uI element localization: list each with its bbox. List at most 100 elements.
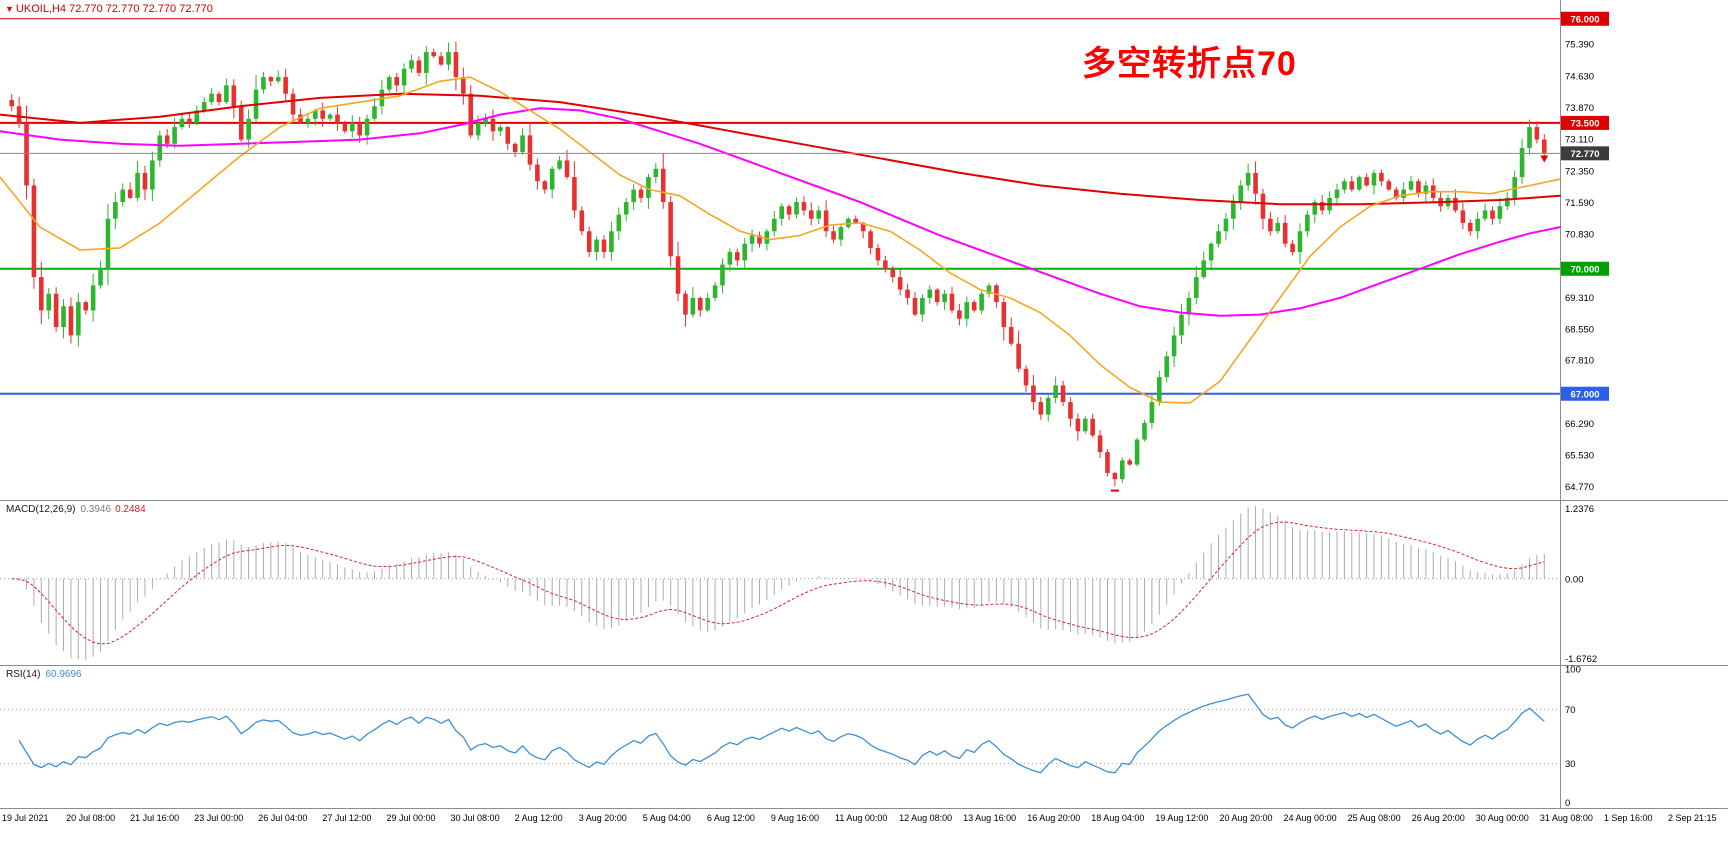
time-label: 26 Jul 04:00: [258, 813, 307, 823]
candle-body: [31, 185, 37, 278]
sell-arrow-marker-icon[interactable]: [1540, 155, 1549, 163]
candle-body: [1105, 452, 1110, 473]
candle-body: [1356, 177, 1362, 190]
candle-body: [683, 293, 688, 315]
candle-body: [957, 310, 962, 319]
candle-body: [1142, 422, 1147, 440]
time-label: 30 Aug 00:00: [1476, 813, 1529, 823]
candle-body: [1157, 377, 1162, 403]
price-tick-label: 64.770: [1565, 482, 1594, 493]
symbol-ohlc-text: UKOIL,H4 72.770 72.770 72.770 72.770: [15, 3, 213, 15]
candle-body: [172, 127, 177, 144]
time-label: 2 Sep 21:15: [1668, 813, 1717, 823]
price-scale[interactable]: 75.390 74.630 73.870 73.110 72.350 71.590 70.8…: [1561, 11, 1609, 493]
time-axis[interactable]: 19 Jul 2021 20 Jul 08:00 21 Jul 16:00 23 Ju…: [2, 813, 1717, 823]
candle-body: [120, 189, 126, 203]
candle-body: [823, 210, 829, 232]
candle-body: [135, 172, 140, 198]
price-tick-label: 74.630: [1565, 71, 1594, 82]
candle-body: [194, 110, 200, 123]
time-label: 21 Jul 16:00: [130, 813, 179, 823]
price-tick-label: 72.350: [1565, 166, 1594, 177]
price-badge: [1561, 11, 1609, 26]
candle-body: [742, 243, 747, 261]
candle-body: [527, 135, 533, 165]
candle-body: [209, 93, 214, 103]
symbol-info: ▼ UKOIL,H4 72.770 72.770 72.770 72.770: [5, 3, 213, 15]
candle-body: [1023, 368, 1029, 386]
candle-body: [387, 77, 392, 90]
price-badge-label: 72.770: [1570, 149, 1599, 160]
time-label: 30 Jul 08:00: [451, 813, 500, 823]
candle-body: [1016, 343, 1021, 369]
rsi-value: 60.9696: [45, 669, 82, 680]
candle-body: [68, 306, 74, 336]
candle-body: [461, 77, 466, 94]
candle-body: [446, 52, 451, 65]
price-tick-label: 67.810: [1565, 356, 1594, 367]
candle-body: [1008, 327, 1014, 344]
candle-body: [1504, 197, 1510, 207]
candle-body: [1031, 385, 1036, 403]
candle-body: [431, 52, 437, 57]
candle-body: [668, 202, 673, 257]
candle-body: [490, 118, 496, 132]
time-label: 25 Aug 08:00: [1348, 813, 1401, 823]
candle-body: [364, 118, 370, 136]
price-tick-label: 69.310: [1565, 293, 1594, 304]
time-label: 27 Jul 12:00: [322, 813, 371, 823]
candle-body: [1164, 356, 1169, 378]
candle-body: [660, 168, 666, 203]
rsi-scale-label: 70: [1565, 705, 1576, 716]
price-badge-label: 70.000: [1570, 264, 1599, 275]
candle-body: [187, 118, 192, 123]
dash-marker-icon[interactable]: [1110, 489, 1119, 492]
candle-body: [1275, 222, 1281, 232]
macd-scale-max: 1.2376: [1565, 504, 1594, 515]
chart-shift-marker-icon: ▼: [5, 4, 14, 14]
candle-body: [979, 293, 984, 311]
ma-orange-line: [0, 76, 1561, 404]
candle-body: [483, 118, 488, 123]
time-label: 3 Aug 20:00: [579, 813, 627, 823]
candle-body: [549, 168, 555, 190]
price-badge-label: 73.500: [1570, 118, 1599, 129]
candle-body: [46, 293, 52, 311]
candle-body: [690, 297, 696, 315]
time-label: 18 Aug 04:00: [1091, 813, 1144, 823]
candle-body: [416, 60, 422, 73]
price-tick-label: 68.550: [1565, 325, 1594, 336]
candle-body: [601, 239, 607, 253]
candle-body: [394, 77, 399, 86]
time-label: 24 Aug 00:00: [1284, 813, 1337, 823]
candle-body: [16, 106, 22, 123]
candle-body: [1268, 218, 1273, 232]
candle-body: [675, 256, 681, 294]
candle-body: [164, 135, 170, 144]
candle-body: [697, 297, 703, 311]
time-label: 19 Jul 2021: [2, 813, 49, 823]
time-label: 31 Aug 08:00: [1540, 813, 1593, 823]
candle-body: [1090, 418, 1095, 436]
candle-body: [535, 164, 540, 182]
candle-body: [712, 285, 718, 298]
price-badge: [1561, 261, 1609, 276]
candle-body: [949, 293, 955, 311]
candle-body: [246, 118, 251, 140]
candle-body: [1097, 435, 1103, 453]
candle-body: [749, 235, 755, 244]
macd-signal-line: [11, 521, 1545, 645]
candle-body: [860, 222, 866, 232]
price-tick-label: 75.390: [1565, 40, 1594, 51]
candle-body: [616, 214, 622, 232]
candle-body: [1482, 210, 1488, 219]
time-label: 2 Aug 12:00: [515, 813, 563, 823]
candle-body: [142, 172, 148, 190]
candle-body: [1112, 472, 1118, 480]
macd-value-signal: 0.2484: [115, 504, 146, 515]
candle-body: [268, 77, 274, 82]
candle-body: [224, 85, 229, 103]
candle-body: [1171, 335, 1177, 357]
rsi-name: RSI(14): [6, 669, 41, 680]
